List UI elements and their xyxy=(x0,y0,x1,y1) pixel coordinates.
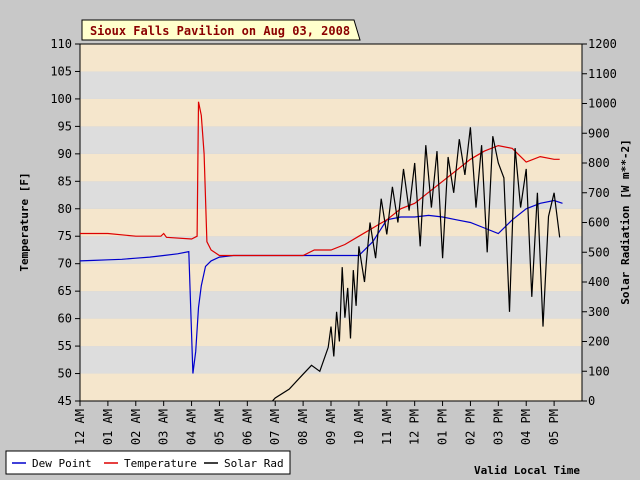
y-left-tick-label: 105 xyxy=(50,64,72,78)
series-group xyxy=(79,101,563,402)
plot-band xyxy=(80,98,582,127)
plot-band xyxy=(80,153,582,182)
y-axis-left-label: Temperature [F] xyxy=(18,172,31,271)
x-tick-label: 03 AM xyxy=(157,409,171,445)
x-tick-label: 12 PM xyxy=(408,409,422,445)
plot-band xyxy=(80,291,582,319)
y-right-tick-label: 0 xyxy=(588,394,595,408)
y-right-tick-label: 700 xyxy=(588,186,610,200)
x-tick-label: 12 AM xyxy=(73,409,87,445)
plot-band xyxy=(80,208,582,237)
x-tick-label: 07 AM xyxy=(268,409,282,445)
series-line-temperature xyxy=(80,101,560,257)
y-left-tick-label: 70 xyxy=(58,257,72,271)
y-right-tick-label: 300 xyxy=(588,305,610,319)
x-tick-label: 04 PM xyxy=(519,409,533,445)
legend-box xyxy=(5,450,291,475)
x-tick-label: 06 AM xyxy=(240,409,254,445)
x-tick-label: 05 AM xyxy=(212,409,226,445)
plot-band xyxy=(80,44,582,72)
y-left-tick-label: 45 xyxy=(58,394,72,408)
y-right-tick-label: 800 xyxy=(588,156,610,170)
y-axis-right-label: Solar Radiation [W m**-2] xyxy=(619,139,632,305)
x-tick-label: 03 PM xyxy=(491,409,505,445)
y-right-tick-label: 500 xyxy=(588,245,610,259)
plot-bands xyxy=(80,44,582,401)
y-right-tick-label: 400 xyxy=(588,275,610,289)
plot-band xyxy=(80,346,582,374)
y-left-tick-label: 55 xyxy=(58,339,72,353)
series-line-solar-rad xyxy=(271,127,561,402)
x-tick-label: 10 AM xyxy=(352,409,366,445)
chart-title-box: Sioux Falls Pavilion on Aug 03, 2008 xyxy=(81,19,361,41)
plot-band xyxy=(80,263,582,292)
y-left-tick-label: 110 xyxy=(50,37,72,51)
y-left-tick-label: 80 xyxy=(58,202,72,216)
y-right-tick-label: 1200 xyxy=(588,37,617,51)
x-tick-label: 04 AM xyxy=(185,409,199,445)
y-left-tick-label: 65 xyxy=(58,284,72,298)
y-right-tick-label: 200 xyxy=(588,335,610,349)
legend-label-solar-rad: Solar Rad xyxy=(224,457,284,470)
left-axis: 45 50 55 60 65 70 75 80 85 90 95 100 105 110 xyxy=(50,37,80,408)
x-tick-label: 09 AM xyxy=(324,409,338,445)
plot-band xyxy=(80,71,582,99)
y-right-tick-label: 600 xyxy=(588,216,610,230)
y-right-tick-label: 1100 xyxy=(588,67,617,81)
legend: Dew Point Temperature Solar Rad xyxy=(5,450,291,475)
y-left-tick-label: 85 xyxy=(58,174,72,188)
y-left-tick-label: 95 xyxy=(58,119,72,133)
x-tick-label: 05 PM xyxy=(547,409,561,445)
y-right-tick-label: 900 xyxy=(588,126,610,140)
y-right-tick-label: 100 xyxy=(588,364,610,378)
y-left-tick-label: 60 xyxy=(58,312,72,326)
x-tick-label: 01 PM xyxy=(436,409,450,445)
plot-band xyxy=(80,126,582,154)
y-left-tick-label: 100 xyxy=(50,92,72,106)
plot-band xyxy=(80,181,582,209)
y-left-tick-label: 75 xyxy=(58,229,72,243)
legend-label-dew-point: Dew Point xyxy=(32,457,92,470)
right-axis: 0 100 200 300 400 500 600 700 800 900 1000 1100 1200 xyxy=(582,37,617,408)
plot-band xyxy=(80,373,582,401)
x-tick-label: 02 AM xyxy=(129,409,143,445)
chart-title: Sioux Falls Pavilion on Aug 03, 2008 xyxy=(90,24,350,38)
x-tick-label: 02 PM xyxy=(463,409,477,445)
y-left-tick-label: 50 xyxy=(58,367,72,381)
x-tick-label: 01 AM xyxy=(101,409,115,445)
y-left-tick-label: 90 xyxy=(58,147,72,161)
x-tick-label: 11 AM xyxy=(380,409,394,445)
x-axis: 12 AM 01 AM 02 AM 03 AM 04 AM 05 AM 06 AM 07 AM… xyxy=(73,401,561,445)
x-tick-label: 08 AM xyxy=(296,409,310,445)
legend-label-temperature: Temperature xyxy=(124,457,197,470)
title-background xyxy=(81,19,361,41)
y-right-tick-label: 1000 xyxy=(588,97,617,111)
x-axis-label: Valid Local Time xyxy=(474,464,580,477)
